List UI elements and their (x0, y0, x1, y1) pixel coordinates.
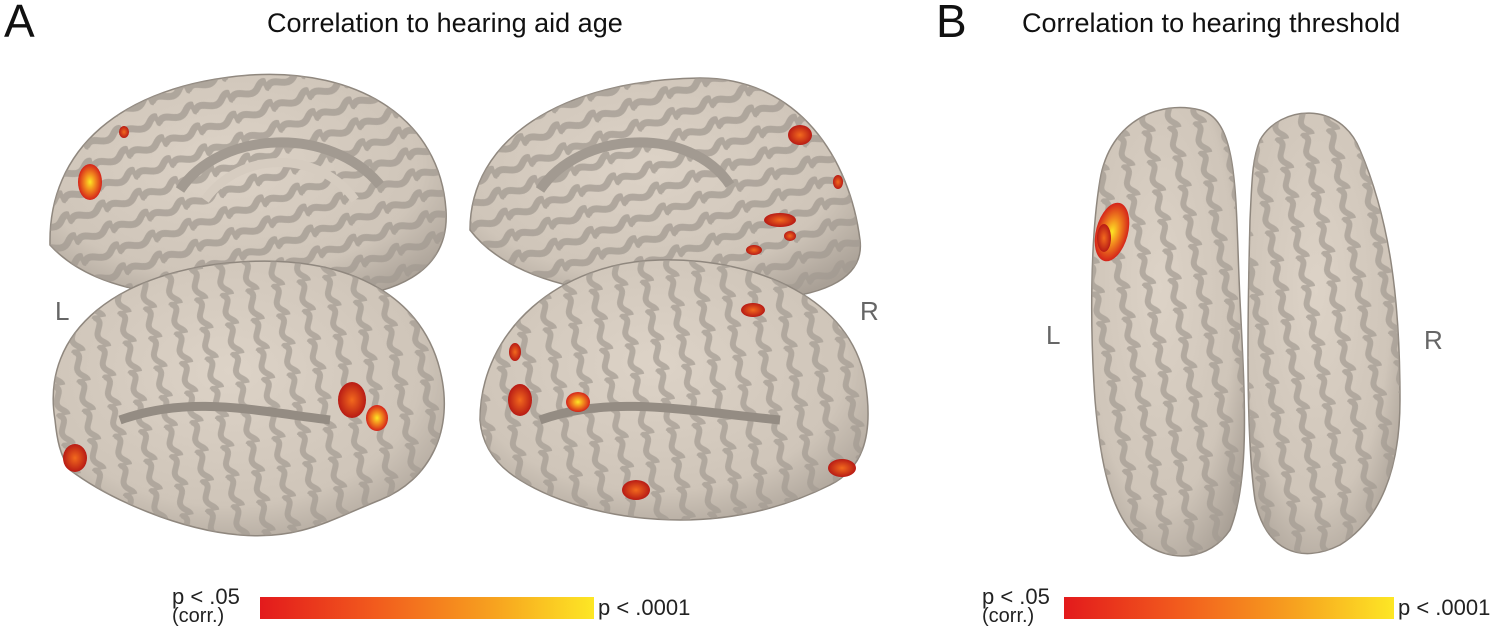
right-lateral-hemisphere (479, 259, 869, 521)
panel-a-left-label: L (55, 296, 70, 326)
left-lateral-hemisphere (52, 260, 446, 537)
panel-a-title: Correlation to hearing aid age (267, 8, 623, 38)
panel-a-right-label: R (860, 296, 879, 326)
activation-clusters-b (1094, 202, 1130, 262)
panel-b-left-label: L (1046, 320, 1061, 350)
panel-b-title: Correlation to hearing threshold (1022, 8, 1401, 38)
panel-a-letter: A (4, 0, 35, 47)
left-medial-hemisphere (49, 73, 447, 301)
colorbar-a-low-p: p < .05 (172, 584, 240, 609)
activation-clusters-a (63, 125, 856, 500)
colorbar-b-low-p: p < .05 (982, 584, 1050, 609)
colorbar-a-low-corr: (corr.) (172, 605, 225, 627)
panel-b-letter: B (936, 0, 967, 47)
colorbar-b-low-corr: (corr.) (982, 605, 1035, 627)
right-medial-hemisphere (469, 77, 862, 301)
colorbar-a-high-label: p < .0001 (598, 595, 691, 620)
ventral-left-hemisphere (1090, 106, 1246, 557)
colorbar-b (1064, 597, 1394, 619)
panel-b-right-label: R (1424, 325, 1443, 355)
colorbar-a-low-label: p < .05 (corr.) (172, 584, 240, 627)
ventral-right-hemisphere (1247, 112, 1401, 555)
colorbar-a (260, 597, 594, 619)
colorbar-b-low-label: p < .05 (corr.) (982, 584, 1050, 627)
colorbar-b-high-label: p < .0001 (1398, 595, 1491, 620)
